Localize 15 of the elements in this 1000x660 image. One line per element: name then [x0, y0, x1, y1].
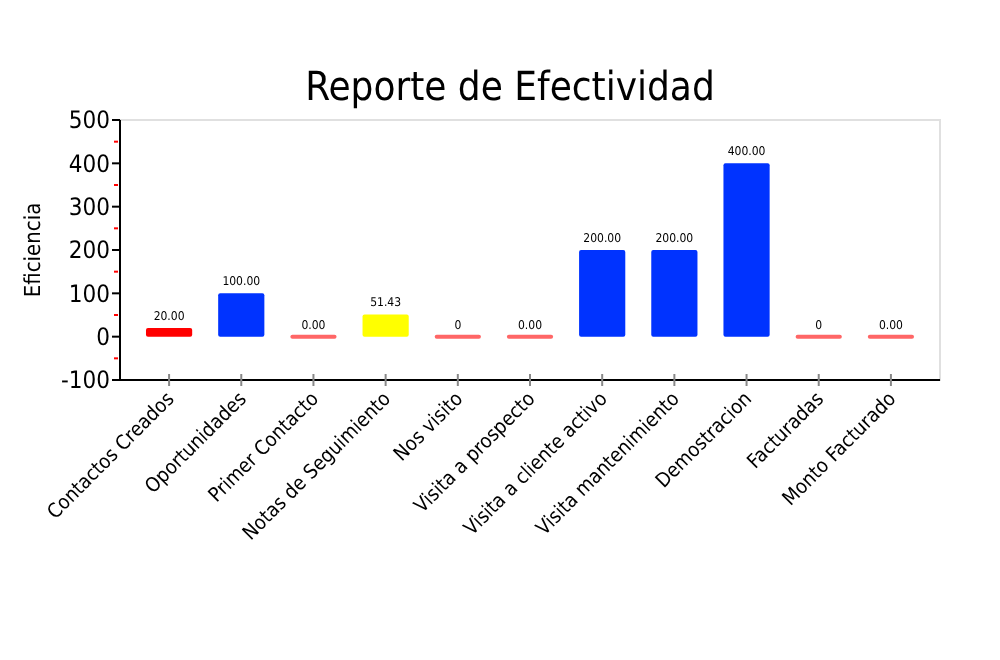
chart-title: Reporte de Efectividad [305, 62, 715, 110]
bar [651, 250, 698, 337]
y-tick-label: 500 [68, 106, 111, 135]
y-axis-title: Eficiencia [20, 202, 46, 298]
bar [723, 163, 770, 337]
y-tick-label: 100 [68, 279, 111, 308]
y-tick-label: 200 [68, 236, 111, 265]
bar [579, 250, 626, 337]
bar [218, 293, 265, 337]
y-tick-label: 0 [96, 323, 111, 352]
bar [362, 314, 409, 337]
y-tick-label: -100 [61, 366, 111, 395]
y-tick-label: 300 [68, 193, 111, 222]
y-tick-label: 400 [68, 149, 111, 178]
bar [145, 328, 193, 337]
